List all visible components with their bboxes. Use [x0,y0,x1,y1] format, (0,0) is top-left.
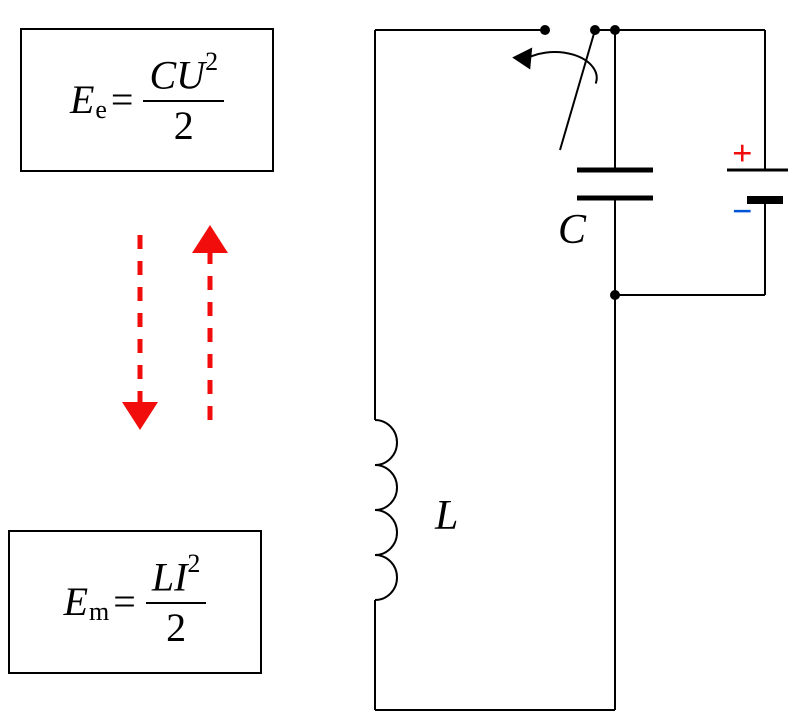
switch-terminal-left [540,25,550,35]
arrow-down-head [122,402,158,430]
switch-arc-head [512,48,532,70]
svg-layer [0,0,788,725]
switch-arc [522,52,596,84]
switch-arm [560,30,595,150]
diagram-root: Ee= CU2 2 Em= LI2 2 C L + − [0,0,788,725]
junction-node-0 [610,25,620,35]
arrow-up-head [192,225,228,253]
inductor-coil [375,420,397,600]
junction-node-1 [610,290,620,300]
